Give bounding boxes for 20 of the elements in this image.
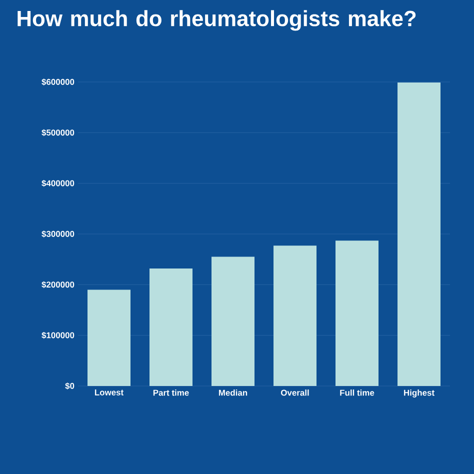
x-tick-label: Lowest: [94, 390, 124, 396]
x-tick-label: Overall: [280, 390, 309, 396]
bar: [336, 240, 379, 386]
y-tick-label: $200000: [42, 281, 74, 288]
y-tick-label: $300000: [42, 230, 74, 238]
y-tick-label: $0: [65, 382, 74, 390]
bar: [150, 268, 193, 386]
x-tick-label: Full time: [340, 390, 374, 396]
x-tick-label: Highest: [404, 390, 434, 398]
bar: [398, 82, 441, 386]
y-tick-label: $600000: [42, 78, 74, 86]
y-tick-label: $500000: [42, 129, 74, 136]
bar: [88, 290, 131, 386]
bar: [274, 246, 317, 386]
y-tick-label: $100000: [42, 332, 74, 339]
y-tick-label: $400000: [42, 180, 74, 187]
x-tick-label: Median: [218, 390, 248, 396]
x-tick-label: Part time: [153, 390, 189, 396]
bar: [212, 256, 255, 386]
chart-title: How much do rheumatologists make?: [18, 10, 416, 31]
